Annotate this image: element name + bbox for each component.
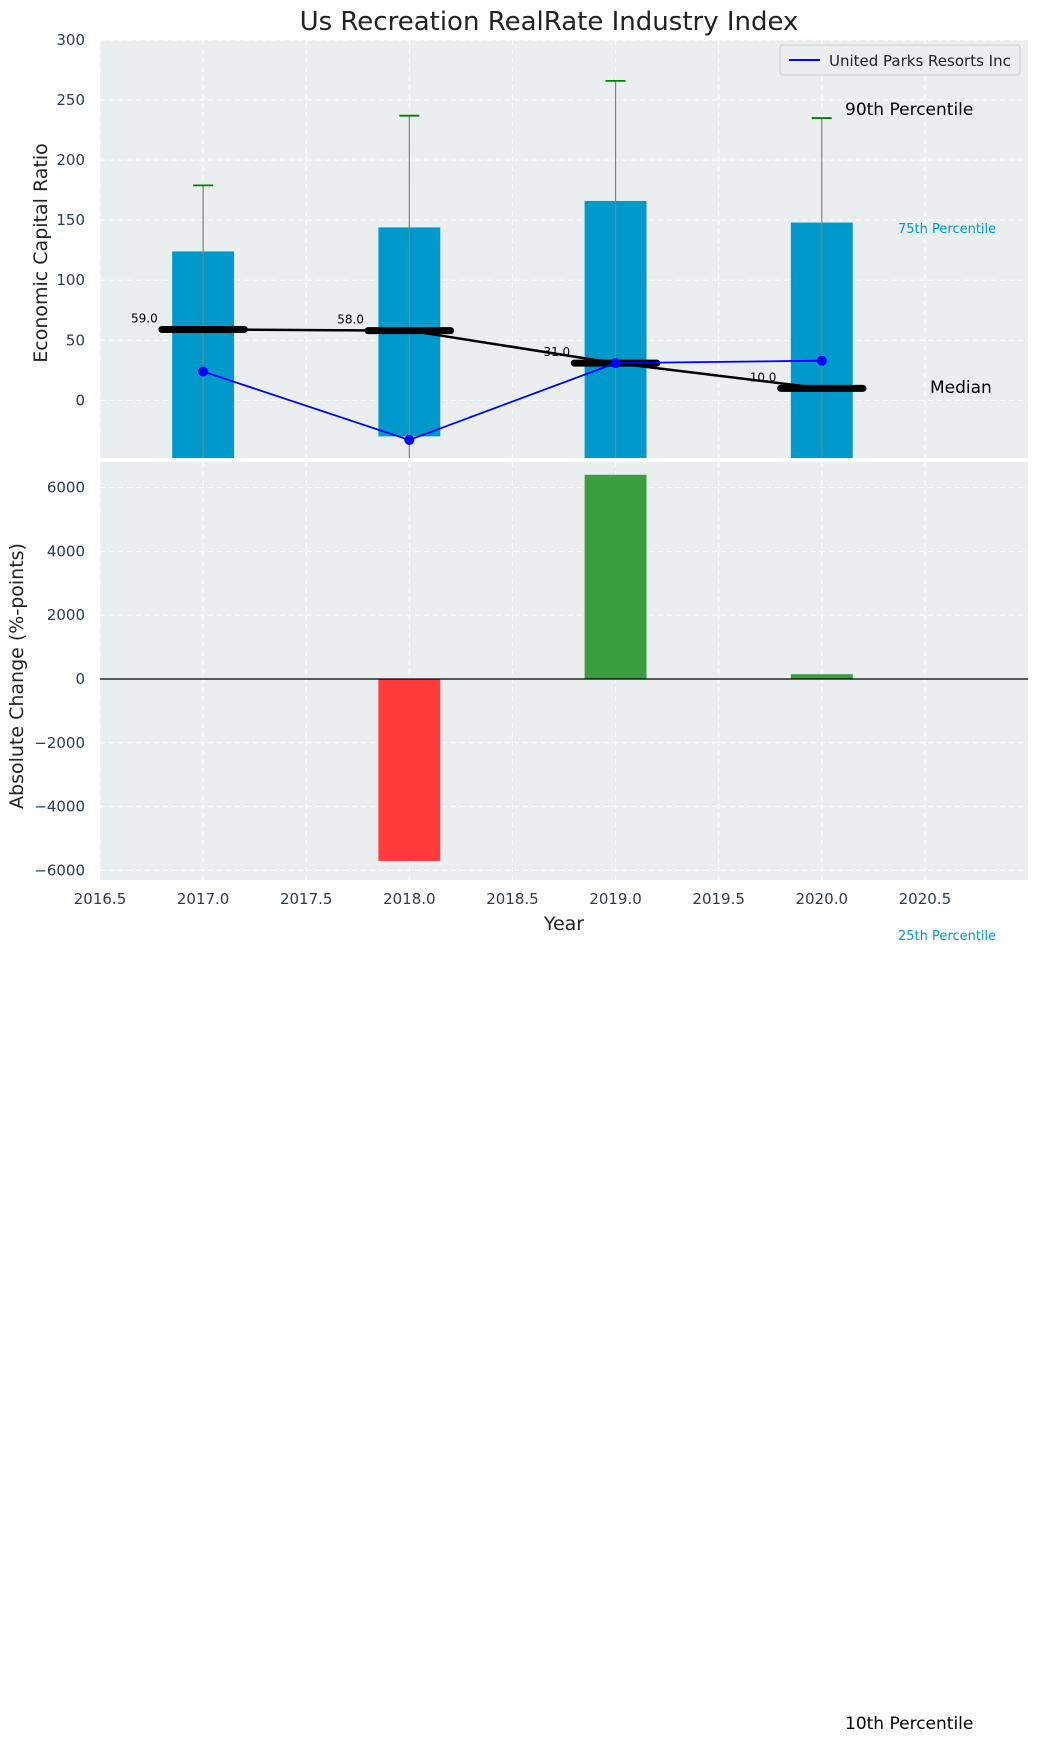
y-tick-label: 300 xyxy=(56,31,85,49)
change-bar-negative xyxy=(378,678,441,861)
y-tick-label: 100 xyxy=(56,271,85,289)
y-tick-label: 4000 xyxy=(47,542,85,560)
annotation-25th-percentile: 25th Percentile xyxy=(898,929,996,944)
x-axis-label: Year xyxy=(543,913,584,935)
top-y-axis-label: Economic Capital Ratio xyxy=(30,143,52,362)
x-tick-label: 2017.5 xyxy=(280,890,333,908)
y-tick-label: 2000 xyxy=(47,606,85,624)
y-tick-label: 150 xyxy=(56,211,85,229)
percentile-bars xyxy=(172,79,853,458)
chart-title: Us Recreation RealRate Industry Index xyxy=(300,7,799,37)
median-line xyxy=(203,328,822,390)
bottom-y-ticks: −6000 −4000 −2000 0 2000 4000 6000 xyxy=(34,479,85,880)
company-point xyxy=(404,434,415,445)
company-line xyxy=(202,359,822,441)
x-tick-label: 2016.5 xyxy=(74,890,127,908)
x-tick-label: 2019.0 xyxy=(589,890,642,908)
company-point xyxy=(610,358,621,369)
y-tick-label: 0 xyxy=(75,670,85,688)
annotation-75th-percentile: 75th Percentile xyxy=(898,222,996,237)
x-tick-label: 2017.0 xyxy=(177,890,230,908)
bottom-plot-background xyxy=(100,462,1028,880)
y-tick-label: −2000 xyxy=(34,734,85,752)
legend: United Parks Resorts Inc xyxy=(779,44,1021,76)
x-tick-label: 2018.0 xyxy=(383,890,436,908)
change-bars xyxy=(378,474,853,861)
y-tick-label: 50 xyxy=(66,331,85,349)
annotation-10th-percentile: 10th Percentile xyxy=(845,1714,973,1734)
bottom-y-axis-label: Absolute Change (%-points) xyxy=(6,543,28,809)
change-bar-positive xyxy=(790,674,853,679)
median-data-label: 58.0 xyxy=(337,313,364,327)
company-series xyxy=(198,355,827,445)
median-data-label: 31.0 xyxy=(543,345,570,359)
company-point xyxy=(816,355,827,366)
annotation-median: Median xyxy=(930,378,992,398)
y-tick-label: 6000 xyxy=(47,479,85,497)
annotation-90th-percentile: 90th Percentile xyxy=(845,100,973,120)
company-point xyxy=(198,366,209,377)
x-tick-label: 2019.5 xyxy=(692,890,745,908)
change-bar-positive xyxy=(584,474,647,679)
y-tick-label: 200 xyxy=(56,151,85,169)
median-data-label: 10.0 xyxy=(750,370,777,384)
y-tick-label: 0 xyxy=(75,391,85,409)
y-tick-label: −6000 xyxy=(34,861,85,879)
top-y-ticks: 0 50 100 150 200 250 300 xyxy=(56,31,85,409)
legend-box xyxy=(779,44,1021,76)
x-tick-label: 2020.5 xyxy=(899,890,952,908)
x-tick-label: 2018.5 xyxy=(486,890,539,908)
x-tick-label: 2020.0 xyxy=(796,890,849,908)
y-tick-label: 250 xyxy=(56,91,85,109)
x-ticks: 2016.5 2017.0 2017.5 2018.0 2018.5 2019.0 2019… xyxy=(74,890,951,908)
median-data-label: 59.0 xyxy=(131,311,158,325)
legend-label-company: United Parks Resorts Inc xyxy=(829,52,1011,70)
y-tick-label: −4000 xyxy=(34,798,85,816)
